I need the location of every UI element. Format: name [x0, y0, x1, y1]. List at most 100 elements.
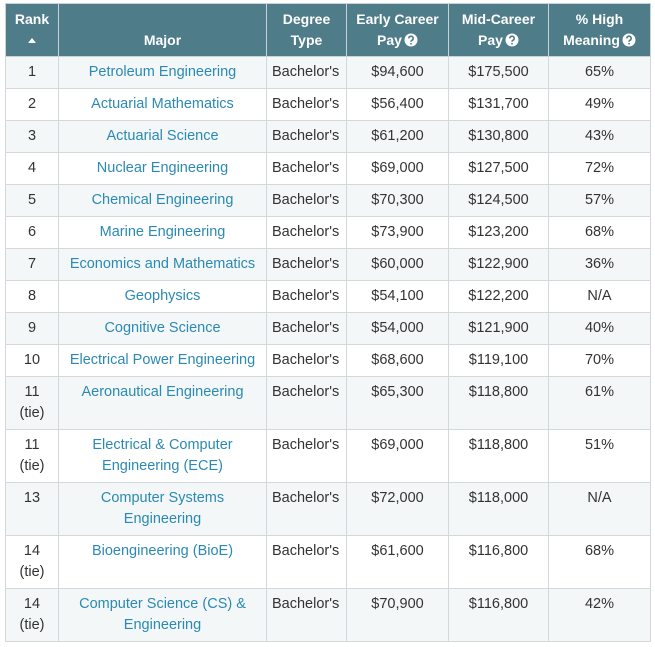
header-text: Degree Type [282, 11, 331, 48]
early-pay-cell: $72,000 [346, 482, 449, 536]
mid-pay-cell: $127,500 [448, 152, 549, 185]
help-icon[interactable] [622, 33, 636, 47]
early-pay-cell: $70,300 [346, 184, 449, 217]
mid-pay-cell: $116,800 [448, 535, 549, 589]
degree-cell: Bachelor's [266, 56, 347, 89]
degree-cell: Bachelor's [266, 344, 347, 377]
meaning-cell: 61% [548, 376, 651, 430]
degree-cell: Bachelor's [266, 280, 347, 313]
meaning-cell: 49% [548, 88, 651, 121]
mid-pay-cell: $122,900 [448, 248, 549, 281]
meaning-cell: N/A [548, 482, 651, 536]
meaning-cell: 72% [548, 152, 651, 185]
rank-cell: 7 [5, 248, 59, 281]
mid-pay-cell: $116,800 [448, 588, 549, 642]
degree-cell: Bachelor's [266, 152, 347, 185]
rank-cell: 14 (tie) [5, 535, 59, 589]
early-pay-cell: $61,600 [346, 535, 449, 589]
mid-pay-cell: $119,100 [448, 344, 549, 377]
table-row: 10 Electrical Power Engineering Bachelor's… [5, 344, 651, 377]
mid-pay-cell: $123,200 [448, 216, 549, 249]
meaning-cell: 65% [548, 56, 651, 89]
mid-pay-cell: $131,700 [448, 88, 549, 121]
degree-cell: Bachelor's [266, 216, 347, 249]
early-pay-cell: $73,900 [346, 216, 449, 249]
degree-cell: Bachelor's [266, 588, 347, 642]
mid-pay-cell: $118,800 [448, 429, 549, 483]
early-pay-cell: $68,600 [346, 344, 449, 377]
table-body: 1 Petroleum Engineering Bachelor's $94,600 $… [5, 56, 651, 642]
degree-cell: Bachelor's [266, 312, 347, 345]
major-link[interactable]: Aeronautical Engineering [58, 376, 267, 430]
major-link[interactable]: Bioengineering (BioE) [58, 535, 267, 589]
meaning-cell: N/A [548, 280, 651, 313]
header-text: Major [143, 32, 182, 48]
early-pay-cell: $70,900 [346, 588, 449, 642]
meaning-cell: 43% [548, 120, 651, 153]
degree-cell: Bachelor's [266, 535, 347, 589]
header-row: Rank Major Degree Type Early Career Pay … [5, 3, 651, 57]
mid-pay-cell: $122,200 [448, 280, 549, 313]
table-row: 7 Economics and Mathematics Bachelor's $60,… [5, 248, 651, 281]
early-pay-cell: $65,300 [346, 376, 449, 430]
major-link[interactable]: Geophysics [58, 280, 267, 313]
table-row: 1 Petroleum Engineering Bachelor's $94,600 $… [5, 56, 651, 89]
rank-cell: 10 [5, 344, 59, 377]
rank-cell: 4 [5, 152, 59, 185]
table-row: 2 Actuarial Mathematics Bachelor's $56,400 $… [5, 88, 651, 121]
rank-cell: 6 [5, 216, 59, 249]
degree-cell: Bachelor's [266, 429, 347, 483]
meaning-cell: 42% [548, 588, 651, 642]
table-row: 6 Marine Engineering Bachelor's $73,900 $123… [5, 216, 651, 249]
degree-cell: Bachelor's [266, 120, 347, 153]
help-icon[interactable] [404, 33, 418, 47]
early-pay-cell: $69,000 [346, 429, 449, 483]
rank-cell: 2 [5, 88, 59, 121]
degree-cell: Bachelor's [266, 482, 347, 536]
table-row: 4 Nuclear Engineering Bachelor's $69,000 $12… [5, 152, 651, 185]
table-row: 9 Cognitive Science Bachelor's $54,000 $121,… [5, 312, 651, 345]
table-row: 11 (tie) Electrical & Computer Engineerin… [5, 429, 651, 483]
major-link[interactable]: Electrical Power Engineering [58, 344, 267, 377]
rank-cell: 11 (tie) [5, 376, 59, 430]
header-cell[interactable]: Rank [5, 3, 59, 57]
header-text: Rank [14, 11, 50, 27]
major-link[interactable]: Computer Systems Engineering [58, 482, 267, 536]
degree-cell: Bachelor's [266, 248, 347, 281]
rank-cell: 5 [5, 184, 59, 217]
majors-table: Rank Major Degree Type Early Career Pay … [5, 3, 651, 642]
major-link[interactable]: Actuarial Science [58, 120, 267, 153]
early-pay-cell: $56,400 [346, 88, 449, 121]
header-text: Mid-Career Pay [461, 11, 536, 48]
table-row: 8 Geophysics Bachelor's $54,100 $122,200 N/A [5, 280, 651, 313]
table-row: 5 Chemical Engineering Bachelor's $70,300 $1… [5, 184, 651, 217]
major-link[interactable]: Computer Science (CS) & Engineering [58, 588, 267, 642]
early-pay-cell: $54,100 [346, 280, 449, 313]
header-text: % High Meaning [563, 11, 624, 48]
header-cell[interactable]: % High Meaning [548, 3, 651, 57]
major-link[interactable]: Marine Engineering [58, 216, 267, 249]
meaning-cell: 36% [548, 248, 651, 281]
major-link[interactable]: Chemical Engineering [58, 184, 267, 217]
early-pay-cell: $69,000 [346, 152, 449, 185]
header-cell[interactable]: Mid-Career Pay [448, 3, 549, 57]
degree-cell: Bachelor's [266, 376, 347, 430]
header-cell[interactable]: Early Career Pay [346, 3, 449, 57]
early-pay-cell: $54,000 [346, 312, 449, 345]
rank-cell: 9 [5, 312, 59, 345]
major-link[interactable]: Petroleum Engineering [58, 56, 267, 89]
major-link[interactable]: Electrical & Computer Engineering (ECE) [58, 429, 267, 483]
header-text: Early Career Pay [356, 11, 439, 48]
help-icon[interactable] [505, 33, 519, 47]
major-link[interactable]: Cognitive Science [58, 312, 267, 345]
rank-cell: 14 (tie) [5, 588, 59, 642]
header-cell[interactable]: Degree Type [266, 3, 347, 57]
major-link[interactable]: Actuarial Mathematics [58, 88, 267, 121]
meaning-cell: 68% [548, 535, 651, 589]
major-link[interactable]: Economics and Mathematics [58, 248, 267, 281]
meaning-cell: 70% [548, 344, 651, 377]
major-link[interactable]: Nuclear Engineering [58, 152, 267, 185]
header-cell[interactable]: Major [58, 3, 267, 57]
mid-pay-cell: $124,500 [448, 184, 549, 217]
